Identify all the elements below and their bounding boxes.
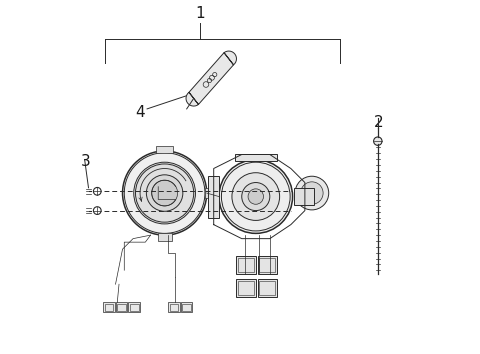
Bar bbox=[235, 154, 277, 161]
Circle shape bbox=[295, 176, 329, 210]
Polygon shape bbox=[186, 51, 237, 106]
Bar bbox=[182, 304, 191, 310]
Circle shape bbox=[248, 189, 264, 204]
Circle shape bbox=[122, 151, 207, 235]
Circle shape bbox=[242, 183, 270, 211]
Text: 1: 1 bbox=[195, 6, 204, 21]
Bar bbox=[294, 188, 313, 205]
Bar bbox=[168, 302, 180, 312]
Bar bbox=[237, 279, 256, 297]
Bar bbox=[103, 302, 115, 312]
Circle shape bbox=[134, 162, 195, 224]
Bar bbox=[181, 302, 192, 312]
Bar bbox=[258, 279, 277, 297]
Bar bbox=[237, 256, 256, 274]
Bar bbox=[238, 258, 254, 272]
Bar bbox=[130, 304, 139, 310]
Bar bbox=[156, 147, 173, 153]
Text: 3: 3 bbox=[81, 154, 91, 169]
Bar bbox=[208, 176, 219, 218]
Bar bbox=[169, 304, 178, 310]
Bar bbox=[105, 304, 113, 310]
Bar bbox=[259, 281, 275, 295]
Circle shape bbox=[152, 180, 178, 206]
Bar bbox=[238, 281, 254, 295]
Text: 2: 2 bbox=[374, 115, 384, 130]
Circle shape bbox=[373, 137, 382, 145]
Bar bbox=[205, 188, 212, 198]
Text: 4: 4 bbox=[135, 105, 145, 120]
Circle shape bbox=[300, 182, 323, 204]
Circle shape bbox=[146, 175, 183, 211]
Circle shape bbox=[232, 173, 280, 221]
Bar bbox=[116, 302, 127, 312]
Bar bbox=[117, 304, 126, 310]
Circle shape bbox=[219, 160, 293, 233]
Bar bbox=[157, 233, 172, 241]
Bar bbox=[258, 256, 277, 274]
Bar bbox=[129, 302, 140, 312]
Bar bbox=[259, 258, 275, 272]
